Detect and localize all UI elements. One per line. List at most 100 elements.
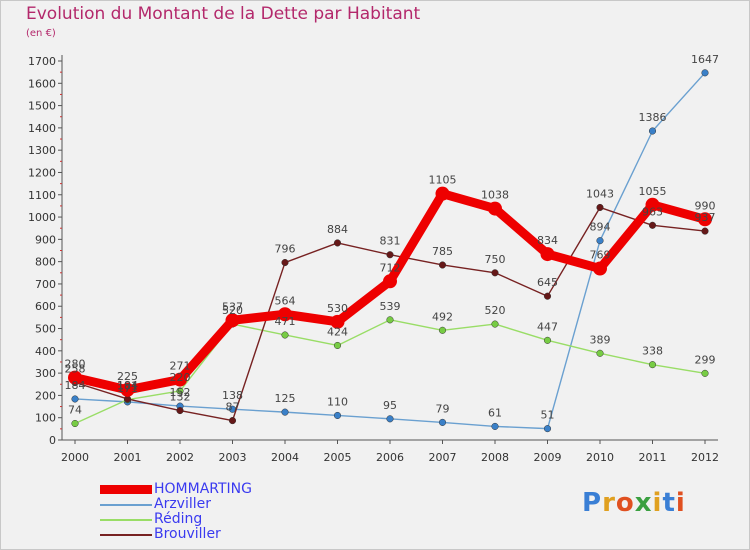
data-point bbox=[438, 261, 447, 269]
data-point bbox=[491, 320, 499, 328]
data-label: 1386 bbox=[639, 111, 667, 124]
logo-letter: i bbox=[675, 488, 686, 518]
data-point bbox=[438, 418, 447, 426]
data-label: 447 bbox=[537, 320, 558, 333]
data-point bbox=[596, 237, 604, 245]
data-label: 1038 bbox=[481, 189, 509, 202]
data-point bbox=[648, 221, 657, 229]
data-label: 87 bbox=[226, 401, 240, 414]
data-label: 110 bbox=[327, 395, 348, 408]
y-tick-label: 100 bbox=[35, 412, 56, 425]
data-label: 389 bbox=[590, 333, 611, 346]
data-point bbox=[225, 313, 240, 328]
data-point bbox=[488, 201, 502, 216]
data-label: 1647 bbox=[691, 53, 719, 66]
logo-letter: i bbox=[652, 488, 663, 518]
data-point bbox=[593, 261, 607, 276]
y-tick-label: 1100 bbox=[28, 189, 56, 202]
data-label: 1055 bbox=[639, 185, 667, 198]
data-point bbox=[491, 422, 499, 430]
data-point bbox=[540, 247, 555, 262]
data-label: 51 bbox=[541, 409, 555, 422]
y-tick-label: 900 bbox=[35, 233, 56, 246]
data-label: 299 bbox=[695, 353, 716, 366]
data-label: 796 bbox=[275, 243, 296, 256]
legend-swatch bbox=[100, 504, 152, 506]
legend-swatch bbox=[100, 534, 152, 536]
data-point bbox=[645, 197, 660, 212]
data-label: 520 bbox=[485, 304, 506, 317]
logo-letter: o bbox=[615, 488, 635, 518]
data-label: 258 bbox=[65, 362, 86, 375]
data-label: 712 bbox=[380, 261, 401, 274]
data-label: 181 bbox=[117, 380, 138, 393]
data-point bbox=[435, 186, 450, 201]
data-label: 990 bbox=[695, 199, 716, 212]
data-point bbox=[383, 274, 397, 289]
data-label: 537 bbox=[222, 300, 243, 313]
logo-letter: r bbox=[602, 488, 616, 518]
data-label: 645 bbox=[537, 276, 558, 289]
data-label: 79 bbox=[436, 402, 450, 415]
data-label: 1105 bbox=[429, 174, 457, 187]
data-point bbox=[281, 408, 289, 416]
data-point bbox=[701, 369, 709, 377]
data-label: 132 bbox=[170, 391, 191, 404]
x-tick-label: 2003 bbox=[219, 451, 247, 464]
data-label: 520 bbox=[222, 304, 243, 317]
data-label: 338 bbox=[642, 345, 663, 358]
data-point bbox=[333, 239, 342, 247]
data-point bbox=[438, 326, 447, 334]
data-label: 61 bbox=[488, 406, 502, 419]
data-label: 831 bbox=[380, 235, 401, 248]
data-point bbox=[543, 336, 552, 344]
proxiti-logo: Proxiti bbox=[582, 488, 686, 518]
data-point bbox=[68, 370, 82, 385]
data-label: 95 bbox=[383, 399, 397, 412]
data-point bbox=[701, 69, 709, 77]
data-label: 834 bbox=[537, 234, 558, 247]
data-label: 225 bbox=[117, 370, 138, 383]
data-label: 564 bbox=[275, 294, 296, 307]
data-label: 750 bbox=[485, 253, 506, 266]
data-point bbox=[120, 382, 135, 397]
legend-label: Brouviller bbox=[154, 526, 221, 542]
x-tick-label: 2002 bbox=[166, 451, 194, 464]
y-tick-label: 200 bbox=[35, 389, 56, 402]
y-tick-label: 700 bbox=[35, 278, 56, 291]
chart-title: Evolution du Montant de la Dette par Hab… bbox=[26, 4, 421, 24]
data-label: 171 bbox=[117, 382, 138, 395]
x-tick-label: 2001 bbox=[114, 451, 142, 464]
y-tick-label: 500 bbox=[35, 323, 56, 336]
x-tick-label: 2008 bbox=[481, 451, 509, 464]
data-label: 184 bbox=[65, 379, 86, 392]
data-point bbox=[596, 349, 604, 357]
data-point bbox=[71, 419, 79, 428]
data-point bbox=[648, 361, 657, 369]
data-label: 125 bbox=[275, 392, 296, 405]
data-point bbox=[386, 316, 394, 324]
data-label: 894 bbox=[590, 221, 611, 234]
x-tick-label: 2004 bbox=[271, 451, 299, 464]
data-label: 769 bbox=[590, 249, 611, 262]
legend-label: Arzviller bbox=[154, 496, 212, 512]
data-point bbox=[176, 407, 184, 415]
data-point bbox=[333, 411, 342, 420]
data-point bbox=[543, 292, 552, 300]
data-point bbox=[281, 258, 289, 267]
data-label: 74 bbox=[68, 404, 82, 417]
logo-letter: P bbox=[582, 488, 603, 518]
x-tick-label: 2007 bbox=[429, 451, 457, 464]
y-tick-label: 800 bbox=[35, 256, 56, 269]
data-point bbox=[71, 395, 79, 403]
logo-letter: t bbox=[662, 488, 676, 518]
chart-subtitle: (en €) bbox=[26, 28, 56, 39]
y-tick-label: 1200 bbox=[28, 166, 56, 179]
y-tick-label: 400 bbox=[35, 345, 56, 358]
data-point bbox=[543, 425, 552, 433]
x-tick-label: 2006 bbox=[376, 451, 404, 464]
data-point bbox=[491, 269, 499, 277]
data-label: 280 bbox=[65, 358, 86, 371]
x-tick-label: 2000 bbox=[61, 451, 89, 464]
